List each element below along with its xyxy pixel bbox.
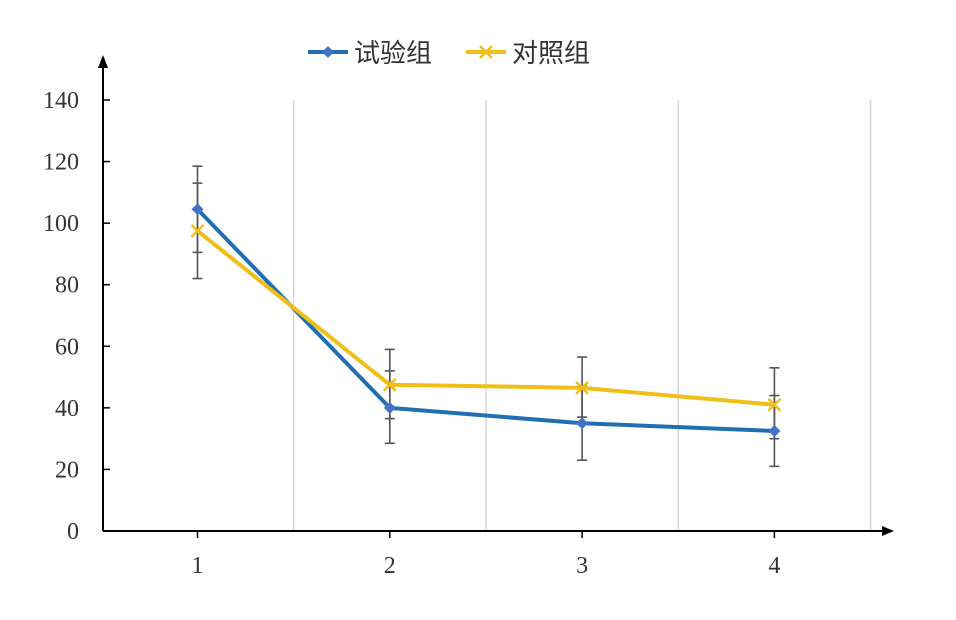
legend-marker (479, 45, 493, 59)
data-point-stroke (767, 397, 782, 412)
x-tick-label: 2 (384, 553, 396, 579)
data-point (576, 417, 589, 430)
x-tick-label: 1 (192, 553, 204, 579)
legend-marker-stroke (479, 45, 493, 59)
y-tick-label: 80 (55, 273, 79, 299)
y-tick-label: 140 (43, 88, 79, 114)
x-tick-label: 4 (768, 553, 780, 579)
y-tick-label: 120 (43, 150, 79, 176)
y-axis-arrow (98, 55, 108, 68)
data-point (767, 397, 782, 412)
legend-label: 试验组 (354, 39, 432, 69)
y-tick-label: 20 (55, 457, 79, 483)
data-point (190, 223, 205, 238)
legend: 试验组 对照组 (308, 39, 590, 69)
x-tick-label: 3 (576, 553, 588, 579)
series-lines (190, 203, 782, 437)
x-axis-ticks: 1 2 3 4 (192, 531, 780, 579)
data-point-stroke (190, 223, 205, 238)
y-tick-label: 0 (67, 519, 79, 545)
data-point (191, 203, 204, 216)
x-axis-arrow (882, 526, 894, 536)
legend-label: 对照组 (512, 39, 590, 69)
data-point-stroke (382, 377, 397, 392)
data-point (383, 401, 396, 414)
y-tick-label: 60 (55, 334, 79, 360)
y-tick-label: 100 (43, 211, 79, 237)
series-line-2 (196, 229, 775, 407)
data-point (382, 377, 397, 392)
gridlines (292, 100, 872, 531)
y-tick-label: 40 (55, 396, 79, 422)
legend-marker (322, 46, 334, 58)
data-point (768, 424, 781, 437)
axes (98, 55, 894, 536)
data-point (575, 380, 589, 395)
y-axis-ticks: 0 20 40 60 80 100 120 140 (43, 88, 110, 545)
data-point-stroke (575, 380, 589, 395)
